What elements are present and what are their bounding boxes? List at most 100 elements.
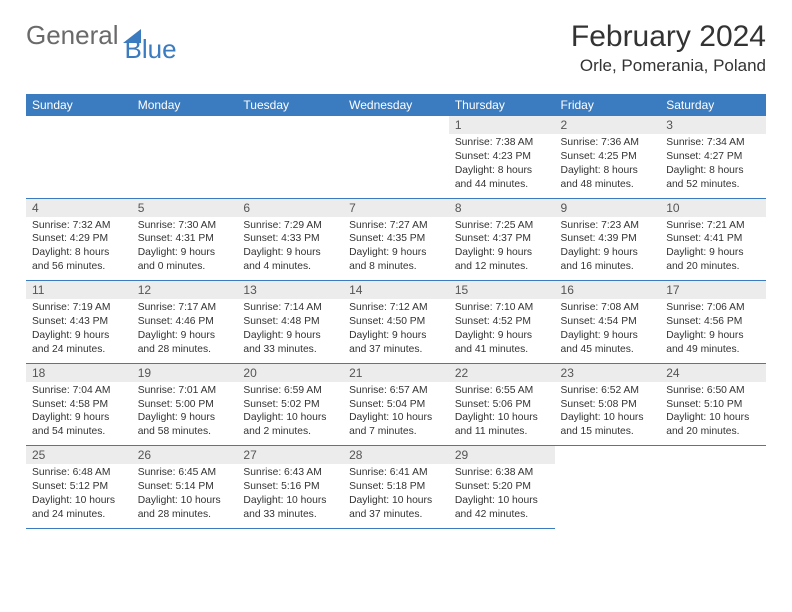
calendar-day-cell — [660, 446, 766, 529]
calendar-week-row: 18Sunrise: 7:04 AMSunset: 4:58 PMDayligh… — [26, 363, 766, 446]
day-details: Sunrise: 7:04 AMSunset: 4:58 PMDaylight:… — [26, 382, 132, 446]
calendar-day-cell: 4Sunrise: 7:32 AMSunset: 4:29 PMDaylight… — [26, 198, 132, 281]
daylight-text-1: Daylight: 8 hours — [32, 247, 109, 258]
weekday-sunday: Sunday — [26, 94, 132, 116]
day-details: Sunrise: 7:19 AMSunset: 4:43 PMDaylight:… — [26, 299, 132, 363]
calendar-day-cell: 8Sunrise: 7:25 AMSunset: 4:37 PMDaylight… — [449, 198, 555, 281]
daylight-text-1: Daylight: 10 hours — [666, 412, 749, 423]
daylight-text-2: and 24 minutes. — [32, 509, 105, 520]
daylight-text-1: Daylight: 9 hours — [666, 330, 743, 341]
day-details: Sunrise: 6:48 AMSunset: 5:12 PMDaylight:… — [26, 464, 132, 528]
daylight-text-1: Daylight: 10 hours — [138, 495, 221, 506]
day-number: 11 — [26, 281, 132, 299]
day-details: Sunrise: 6:57 AMSunset: 5:04 PMDaylight:… — [343, 382, 449, 446]
day-details: Sunrise: 6:52 AM Sunset: 5:08 PM Daylight:… — [555, 382, 661, 446]
sunrise-text: Sunrise: 7:10 AM — [455, 302, 533, 313]
calendar-day-cell — [237, 116, 343, 198]
calendar-day-cell — [132, 116, 238, 198]
sunrise-text: Sunrise: 7:01 AM — [138, 385, 216, 396]
day-details: Sunrise: 6:45 AMSunset: 5:14 PMDaylight:… — [132, 464, 238, 528]
day-number: 29 — [449, 446, 555, 464]
daylight-text-1: Daylight: 9 hours — [455, 247, 532, 258]
sunrise-text: Sunrise: 7:23 AM — [561, 220, 639, 231]
daylight-text-2: and 56 minutes. — [32, 261, 105, 272]
daylight-text-1: Daylight: 10 hours — [349, 412, 432, 423]
sunrise-text: Sunrise: 7:04 AM — [32, 385, 110, 396]
daylight-text-1: Daylight: 9 hours — [561, 247, 638, 258]
daylight-text-1: Daylight: 9 hours — [32, 412, 109, 423]
daylight-text-2: and 44 minutes. — [455, 179, 528, 190]
sunrise-text: Sunrise: 6:43 AM — [243, 467, 321, 478]
daylight-text-1: Daylight: 10 hours — [243, 495, 326, 506]
calendar-day-cell: 10Sunrise: 7:21 AMSunset: 4:41 PMDayligh… — [660, 198, 766, 281]
sunrise-text: Sunrise: 7:25 AM — [455, 220, 533, 231]
daylight-text-1: Daylight: 10 hours — [455, 495, 538, 506]
day-number: 4 — [26, 199, 132, 217]
sunrise-text: Sunrise: 7:21 AM — [666, 220, 744, 231]
title-block: February 2024 Orle, Pomerania, Poland — [571, 20, 766, 76]
day-details: Sunrise: 6:38 AMSunset: 5:20 PMDaylight:… — [449, 464, 555, 528]
daylight-text-2: and 24 minutes. — [32, 344, 105, 355]
calendar-day-cell: 26Sunrise: 6:45 AMSunset: 5:14 PMDayligh… — [132, 446, 238, 529]
sunset-text: Sunset: 4:56 PM — [666, 316, 742, 327]
calendar-week-row: 1Sunrise: 7:38 AMSunset: 4:23 PMDaylight… — [26, 116, 766, 198]
day-number: 22 — [449, 364, 555, 382]
calendar-week-row: 11Sunrise: 7:19 AMSunset: 4:43 PMDayligh… — [26, 281, 766, 364]
sunrise-text: Sunrise: 6:59 AM — [243, 385, 321, 396]
daylight-text-2: and 49 minutes. — [666, 344, 739, 355]
sunrise-text: Sunrise: 6:52 AM — [561, 385, 639, 396]
sunset-text: Sunset: 4:39 PM — [561, 233, 637, 244]
daylight-text-1: Daylight: 9 hours — [455, 330, 532, 341]
day-number: 6 — [237, 199, 343, 217]
day-details: Sunrise: 7:27 AMSunset: 4:35 PMDaylight:… — [343, 217, 449, 281]
daylight-text-2: and 52 minutes. — [666, 179, 739, 190]
calendar-day-cell: 24Sunrise: 6:50 AMSunset: 5:10 PMDayligh… — [660, 363, 766, 446]
day-number: 3 — [660, 116, 766, 134]
daylight-text-1: Daylight: 10 hours — [561, 412, 644, 423]
sunset-text: Sunset: 5:08 PM — [561, 399, 637, 410]
calendar-day-cell: 1Sunrise: 7:38 AMSunset: 4:23 PMDaylight… — [449, 116, 555, 198]
calendar-day-cell: 20Sunrise: 6:59 AMSunset: 5:02 PMDayligh… — [237, 363, 343, 446]
day-details: Sunrise: 7:34 AMSunset: 4:27 PMDaylight:… — [660, 134, 766, 198]
calendar-day-cell: 22Sunrise: 6:55 AMSunset: 5:06 PMDayligh… — [449, 363, 555, 446]
daylight-text-2: and 0 minutes. — [138, 261, 206, 272]
sunrise-text: Sunrise: 6:50 AM — [666, 385, 744, 396]
day-number: 16 — [555, 281, 661, 299]
daylight-text-2: and 11 minutes. — [455, 426, 528, 437]
day-number: 23 — [555, 364, 661, 382]
sunset-text: Sunset: 5:18 PM — [349, 481, 425, 492]
calendar-day-cell: 27Sunrise: 6:43 AMSunset: 5:16 PMDayligh… — [237, 446, 343, 529]
day-number: 7 — [343, 199, 449, 217]
weekday-monday: Monday — [132, 94, 238, 116]
day-number: 5 — [132, 199, 238, 217]
calendar-day-cell: 17Sunrise: 7:06 AMSunset: 4:56 PMDayligh… — [660, 281, 766, 364]
calendar-body: 1Sunrise: 7:38 AMSunset: 4:23 PMDaylight… — [26, 116, 766, 528]
daylight-text-2: and 37 minutes. — [349, 509, 422, 520]
calendar-day-cell: 29Sunrise: 6:38 AMSunset: 5:20 PMDayligh… — [449, 446, 555, 529]
calendar-day-cell: 13Sunrise: 7:14 AMSunset: 4:48 PMDayligh… — [237, 281, 343, 364]
sunrise-text: Sunrise: 7:29 AM — [243, 220, 321, 231]
daylight-text-2: and 54 minutes. — [32, 426, 105, 437]
daylight-text-2: and 4 minutes. — [243, 261, 311, 272]
sunset-text: Sunset: 4:31 PM — [138, 233, 214, 244]
day-details: Sunrise: 7:38 AMSunset: 4:23 PMDaylight:… — [449, 134, 555, 198]
sunset-text: Sunset: 4:33 PM — [243, 233, 319, 244]
day-details: Sunrise: 6:43 AMSunset: 5:16 PMDaylight:… — [237, 464, 343, 528]
daylight-text-2: and 33 minutes. — [243, 509, 316, 520]
month-title: February 2024 — [571, 20, 766, 54]
calendar-day-cell: 6Sunrise: 7:29 AMSunset: 4:33 PMDaylight… — [237, 198, 343, 281]
daylight-text-2: and 28 minutes. — [138, 509, 211, 520]
sunset-text: Sunset: 5:04 PM — [349, 399, 425, 410]
day-details: Sunrise: 7:32 AMSunset: 4:29 PMDaylight:… — [26, 217, 132, 281]
daylight-text-1: Daylight: 9 hours — [138, 247, 215, 258]
day-number: 19 — [132, 364, 238, 382]
daylight-text-2: and 42 minutes. — [455, 509, 528, 520]
day-details: Sunrise: 7:17 AMSunset: 4:46 PMDaylight:… — [132, 299, 238, 363]
sunset-text: Sunset: 5:00 PM — [138, 399, 214, 410]
daylight-text-2: and 7 minutes. — [349, 426, 417, 437]
calendar-table: Sunday Monday Tuesday Wednesday Thursday… — [26, 94, 766, 529]
day-number: 1 — [449, 116, 555, 134]
daylight-text-2: and 16 minutes. — [561, 261, 634, 272]
daylight-text-1: Daylight: 9 hours — [349, 247, 426, 258]
day-number: 24 — [660, 364, 766, 382]
